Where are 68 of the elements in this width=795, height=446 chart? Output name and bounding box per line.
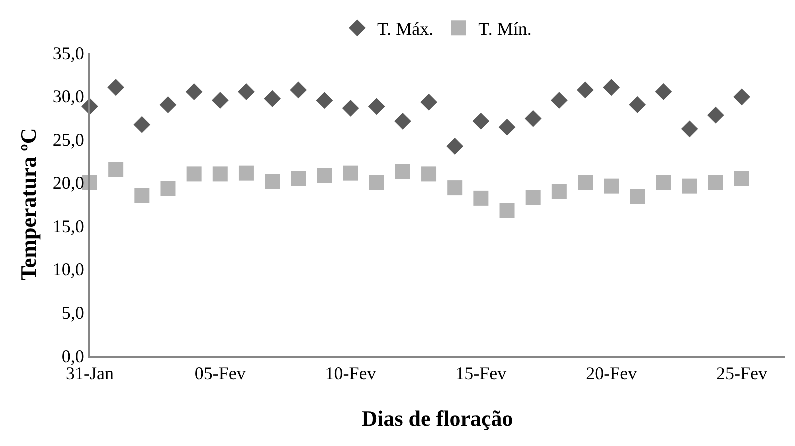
point	[552, 184, 567, 200]
point	[394, 112, 412, 130]
x-axis-title: Dias de floração	[362, 406, 514, 431]
point	[316, 92, 334, 110]
point	[238, 166, 254, 181]
point	[630, 189, 646, 204]
point	[342, 100, 360, 117]
y-tick-label: 10,0	[52, 260, 84, 280]
point	[395, 164, 410, 180]
point	[160, 96, 177, 114]
point	[238, 84, 255, 100]
point	[524, 110, 542, 128]
x-tick-label: 25-Fev	[716, 364, 768, 384]
point	[629, 96, 646, 114]
y-tick-label: 35,0	[52, 43, 84, 64]
legend-label: T. Mín.	[478, 19, 532, 40]
point	[474, 190, 489, 206]
point	[448, 180, 463, 196]
y-tick-label: 20,0	[52, 173, 84, 194]
y-tick-label: 0,0	[62, 346, 84, 366]
point	[656, 175, 672, 190]
point	[550, 92, 568, 110]
point	[655, 84, 672, 100]
point	[472, 112, 490, 130]
point	[264, 90, 281, 108]
point	[682, 178, 698, 194]
point	[422, 166, 437, 182]
point	[604, 178, 620, 194]
point	[369, 175, 384, 190]
x-tick-label: 05-Fev	[194, 364, 246, 384]
point	[681, 120, 698, 138]
point	[420, 94, 438, 111]
point	[578, 175, 593, 190]
x-tick-label: 10-Fev	[325, 364, 376, 384]
point	[446, 138, 464, 155]
point	[708, 175, 724, 190]
point	[603, 79, 620, 96]
legend-label: T. Máx.	[378, 19, 434, 40]
point	[707, 106, 724, 124]
point	[734, 171, 750, 186]
point	[291, 171, 306, 186]
point	[265, 174, 280, 190]
point	[212, 92, 229, 110]
point	[212, 166, 228, 182]
y-tick-label: 30,0	[52, 86, 84, 107]
point	[734, 88, 750, 106]
point	[134, 188, 150, 204]
x-tick-label: 15-Fev	[456, 364, 507, 384]
point	[108, 162, 124, 178]
x-tick-label: 31-Jan	[66, 364, 114, 384]
y-axis-title: Temperatura ºC	[16, 128, 42, 281]
y-tick-label: 25,0	[52, 130, 84, 150]
y-tick-label: 5,0	[62, 303, 84, 324]
point	[317, 168, 332, 184]
point	[343, 166, 358, 181]
point	[500, 203, 515, 218]
point	[108, 79, 125, 96]
point	[526, 190, 541, 206]
point	[134, 116, 151, 134]
point	[160, 181, 176, 196]
x-tick-label: 20-Fev	[586, 364, 638, 384]
point	[186, 84, 203, 100]
point	[577, 82, 594, 99]
point	[498, 119, 516, 136]
y-tick-label: 15,0	[52, 216, 84, 236]
point	[368, 98, 386, 116]
point	[186, 166, 202, 182]
point	[290, 82, 308, 99]
